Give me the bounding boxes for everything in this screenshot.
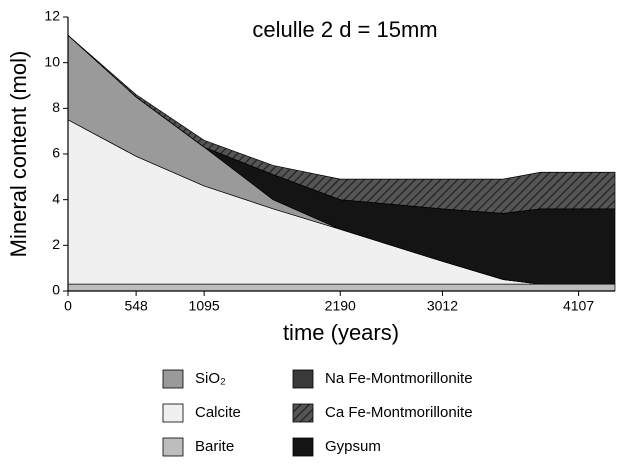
- legend-label: Na Fe-Montmorillonite: [325, 370, 473, 387]
- legend-label: Ca Fe-Montmorillonite: [325, 404, 473, 421]
- x-axis-label: time (years): [283, 320, 399, 345]
- y-tick-label: 0: [52, 282, 60, 298]
- y-tick-label: 8: [52, 99, 60, 115]
- legend-swatch: [162, 369, 184, 389]
- plot-area: [67, 34, 616, 292]
- x-tick-label: 1095: [189, 298, 220, 314]
- x-tick-label: 548: [124, 298, 148, 314]
- y-tick-label: 4: [52, 190, 60, 206]
- y-tick-label: 10: [44, 53, 60, 69]
- y-tick-label: 12: [44, 8, 60, 24]
- legend-swatch: [162, 403, 184, 423]
- legend-swatch: [292, 369, 314, 389]
- legend-label: Calcite: [195, 404, 241, 421]
- area: [67, 283, 616, 292]
- x-tick-label: 0: [64, 298, 72, 314]
- legend-swatch: [292, 403, 314, 423]
- y-tick-label: 2: [52, 236, 60, 252]
- legend-label: Barite: [195, 438, 234, 455]
- y-axis-label: Mineral content (mol): [6, 51, 31, 258]
- legend-label: SiO₂: [195, 370, 226, 387]
- y-tick-label: 6: [52, 145, 60, 161]
- legend-swatch: [162, 437, 184, 457]
- chart-title: celulle 2 d = 15mm: [252, 17, 437, 42]
- x-tick-label: 4107: [563, 298, 594, 314]
- x-tick-label: 3012: [427, 298, 458, 314]
- area: [67, 35, 616, 214]
- legend-label: Gypsum: [325, 438, 381, 455]
- legend-swatch: [292, 437, 314, 457]
- x-tick-label: 2190: [325, 298, 356, 314]
